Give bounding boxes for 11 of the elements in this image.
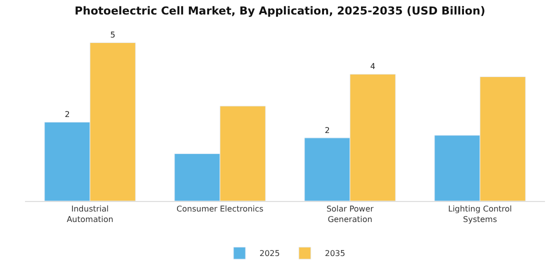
x-tick-label: Solar Power Generation	[326, 204, 374, 224]
x-tick-label: Industrial Automation	[66, 204, 114, 224]
data-label: 5	[110, 30, 116, 40]
data-label: 2	[324, 126, 330, 135]
legend-label: 2035	[324, 249, 346, 258]
data-label: 4	[370, 62, 376, 72]
legend-label: 2025	[260, 249, 280, 258]
chart-title: Photoelectric Cell Market, By Application, 2025-2035 (USD Billion)	[74, 4, 486, 18]
x-tick-label: Lighting Control Systems	[448, 204, 512, 224]
data-label: 2	[64, 110, 70, 120]
x-tick-label: Consumer Electronics	[176, 204, 264, 214]
